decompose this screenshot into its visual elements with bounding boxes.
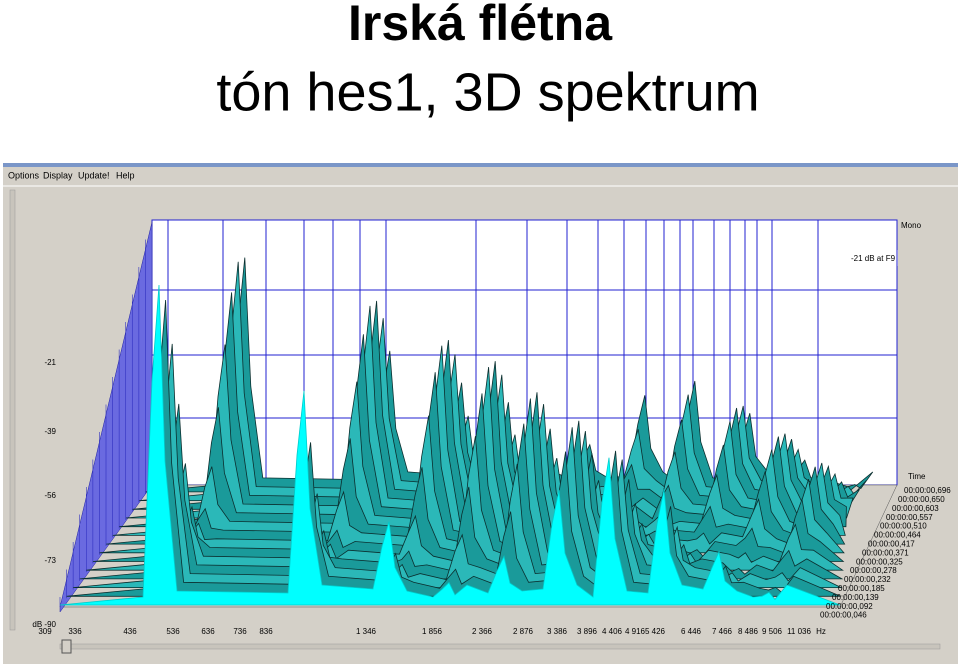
- time-label: 00:00:00,139: [832, 593, 879, 602]
- slide-title: Irská flétna: [348, 0, 613, 51]
- x-axis-label: 636: [201, 627, 215, 636]
- x-axis-label: 5 426: [645, 627, 666, 636]
- y-axis-label: dB -90: [32, 620, 56, 629]
- x-axis-label: 4 406: [602, 627, 623, 636]
- time-label: 00:00:00,557: [886, 513, 933, 522]
- menu-item[interactable]: Update!: [78, 170, 110, 180]
- x-axis-label: 6 446: [681, 627, 702, 636]
- x-axis-label: 2 366: [472, 627, 493, 636]
- x-axis-label: 836: [259, 627, 273, 636]
- readout-label: -21 dB at F9: [851, 254, 896, 263]
- x-axis-label: 2 876: [513, 627, 534, 636]
- scroll-thumb[interactable]: [61, 639, 72, 654]
- slide-subtitle: tón hes1, 3D spektrum: [216, 62, 759, 122]
- time-label: 00:00:00,046: [820, 611, 867, 620]
- menu-item[interactable]: Options: [8, 170, 40, 180]
- y-axis-label: -56: [44, 491, 56, 500]
- time-label: 00:00:00,325: [856, 557, 903, 566]
- time-axis-title: Time: [908, 472, 926, 481]
- time-label: 00:00:00,417: [868, 540, 915, 549]
- vertical-scrollbar[interactable]: [9, 189, 16, 631]
- x-axis-label: 736: [233, 627, 247, 636]
- x-axis-label: 3 386: [547, 627, 568, 636]
- x-axis-label: 536: [166, 627, 180, 636]
- time-label: 00:00:00,092: [826, 602, 873, 611]
- y-axis-label: -73: [44, 556, 56, 565]
- menu-item[interactable]: Display: [43, 170, 73, 180]
- x-axis-label: 1 346: [356, 627, 377, 636]
- x-axis-label: 4 916: [625, 627, 646, 636]
- x-axis-label: 7 466: [712, 627, 733, 636]
- horizontal-scrollbar[interactable]: [59, 643, 941, 650]
- x-axis-label: 336: [68, 627, 82, 636]
- title-bar: [3, 163, 958, 167]
- channel-label: Mono: [901, 221, 922, 230]
- time-label: 00:00:00,696: [904, 486, 951, 495]
- readout-box: [842, 250, 898, 266]
- spectrum-plot: [59, 219, 898, 613]
- x-axis-label: 11 036: [787, 627, 811, 636]
- x-axis-label: 436: [123, 627, 137, 636]
- spectrum-slice: [59, 284, 841, 606]
- x-axis-label: 1 856: [422, 627, 443, 636]
- time-label: 00:00:00,371: [862, 548, 909, 557]
- time-label: 00:00:00,464: [874, 531, 921, 540]
- x-axis-label: Hz: [816, 627, 826, 636]
- time-label: 00:00:00,232: [844, 575, 891, 584]
- time-label: 00:00:00,603: [892, 504, 939, 513]
- y-axis-label: -21: [44, 358, 56, 367]
- time-label: 00:00:00,510: [880, 522, 927, 531]
- time-label: 00:00:00,650: [898, 495, 945, 504]
- x-axis-label: 309: [38, 627, 52, 636]
- x-axis-label: 3 896: [577, 627, 598, 636]
- x-axis-label: 9 506: [762, 627, 783, 636]
- time-label: 00:00:00,278: [850, 566, 897, 575]
- time-label: 00:00:00,185: [838, 584, 885, 593]
- menu-item[interactable]: Help: [116, 170, 135, 180]
- y-axis-label: -39: [44, 427, 56, 436]
- x-axis-label: 8 486: [738, 627, 759, 636]
